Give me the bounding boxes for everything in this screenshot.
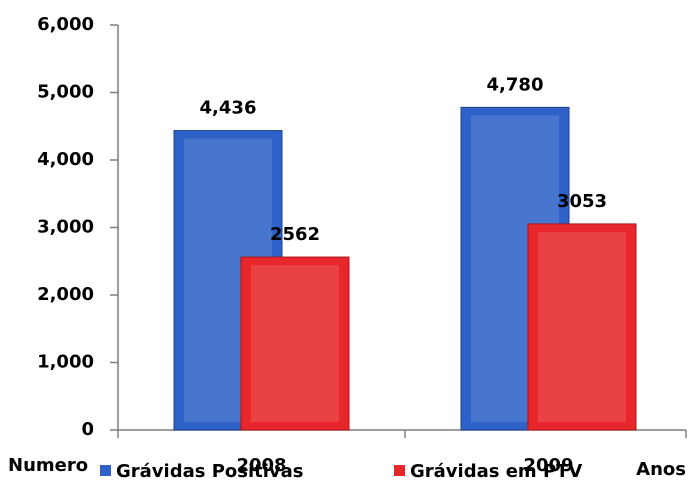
y-axis-title: Numero — [8, 455, 88, 476]
bar — [240, 256, 350, 431]
x-tick-label: 2008 — [236, 455, 286, 476]
bar — [527, 223, 637, 431]
y-tick-label: 0 — [81, 419, 94, 440]
data-label: 4,436 — [200, 98, 257, 119]
y-tick-label: 2,000 — [37, 284, 94, 305]
bar-shine — [538, 231, 626, 422]
data-label: 3053 — [557, 191, 607, 212]
legend-swatch — [394, 465, 405, 476]
y-tick-label: 5,000 — [37, 82, 94, 103]
legend-label: Grávidas Positivas — [116, 461, 304, 482]
legend-swatch — [100, 465, 111, 476]
data-label: 4,780 — [487, 74, 544, 95]
data-label: 2562 — [270, 224, 320, 245]
bar-shine — [251, 265, 339, 422]
y-tick-label: 1,000 — [37, 352, 94, 373]
x-tick-label: 2009 — [523, 455, 573, 476]
legend-label: Grávidas em PTV — [410, 461, 582, 482]
y-tick-label: 4,000 — [37, 149, 94, 170]
y-tick-label: 3,000 — [37, 217, 94, 238]
y-tick-label: 6,000 — [37, 14, 94, 35]
x-axis-title: Anos — [636, 459, 686, 480]
